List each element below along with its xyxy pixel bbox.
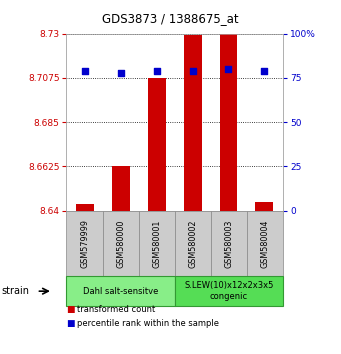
Bar bbox=[76, 204, 94, 211]
Bar bbox=[255, 202, 273, 211]
Text: ■: ■ bbox=[66, 305, 75, 314]
Text: GSM580002: GSM580002 bbox=[188, 219, 197, 268]
Text: strain: strain bbox=[2, 286, 30, 296]
Point bbox=[118, 70, 124, 75]
Text: GSM580003: GSM580003 bbox=[224, 219, 233, 268]
Point bbox=[226, 66, 231, 72]
Point bbox=[262, 68, 267, 74]
Text: ■: ■ bbox=[66, 319, 75, 328]
Text: GSM580004: GSM580004 bbox=[261, 219, 269, 268]
Text: GSM580001: GSM580001 bbox=[152, 219, 161, 268]
Text: GDS3873 / 1388675_at: GDS3873 / 1388675_at bbox=[102, 12, 239, 25]
Text: GSM580000: GSM580000 bbox=[116, 219, 125, 268]
Text: percentile rank within the sample: percentile rank within the sample bbox=[77, 319, 219, 328]
Bar bbox=[184, 35, 202, 211]
Point bbox=[154, 68, 160, 74]
Text: Dahl salt-sensitve: Dahl salt-sensitve bbox=[83, 287, 158, 296]
Point bbox=[83, 68, 88, 74]
Bar bbox=[112, 166, 130, 211]
Text: S.LEW(10)x12x2x3x5
congenic: S.LEW(10)x12x2x3x5 congenic bbox=[184, 281, 273, 301]
Text: GSM579999: GSM579999 bbox=[80, 219, 89, 268]
Bar bbox=[220, 31, 237, 211]
Bar bbox=[148, 78, 166, 211]
Text: transformed count: transformed count bbox=[77, 305, 155, 314]
Point bbox=[190, 68, 195, 74]
